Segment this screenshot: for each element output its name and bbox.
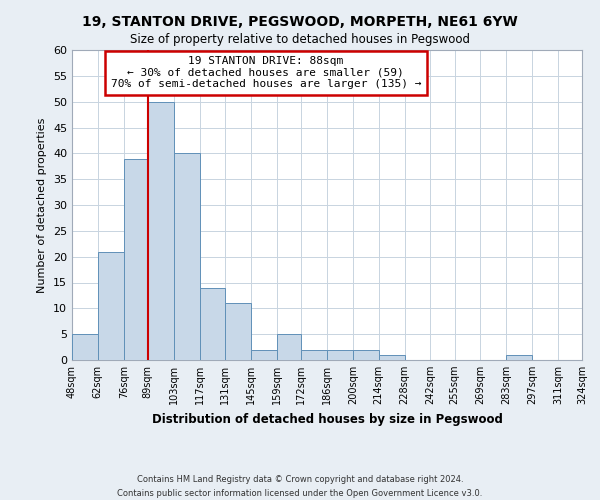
Text: 19 STANTON DRIVE: 88sqm
← 30% of detached houses are smaller (59)
70% of semi-de: 19 STANTON DRIVE: 88sqm ← 30% of detache… (110, 56, 421, 90)
Bar (277, 334, 301, 360)
Bar (199, 288, 226, 360)
Bar (148, 102, 173, 360)
Bar (124, 158, 148, 360)
Bar (226, 303, 251, 360)
Bar (327, 350, 353, 360)
X-axis label: Distribution of detached houses by size in Pegswood: Distribution of detached houses by size … (152, 412, 502, 426)
Bar (98, 252, 124, 360)
Text: Size of property relative to detached houses in Pegswood: Size of property relative to detached ho… (130, 32, 470, 46)
Bar (301, 350, 327, 360)
Y-axis label: Number of detached properties: Number of detached properties (37, 118, 47, 292)
Bar (72, 334, 98, 360)
Bar (353, 350, 379, 360)
Bar (506, 355, 532, 360)
Text: Contains HM Land Registry data © Crown copyright and database right 2024.
Contai: Contains HM Land Registry data © Crown c… (118, 476, 482, 498)
Bar (173, 154, 199, 360)
Bar (251, 350, 277, 360)
Text: 19, STANTON DRIVE, PEGSWOOD, MORPETH, NE61 6YW: 19, STANTON DRIVE, PEGSWOOD, MORPETH, NE… (82, 15, 518, 29)
Bar (379, 355, 404, 360)
